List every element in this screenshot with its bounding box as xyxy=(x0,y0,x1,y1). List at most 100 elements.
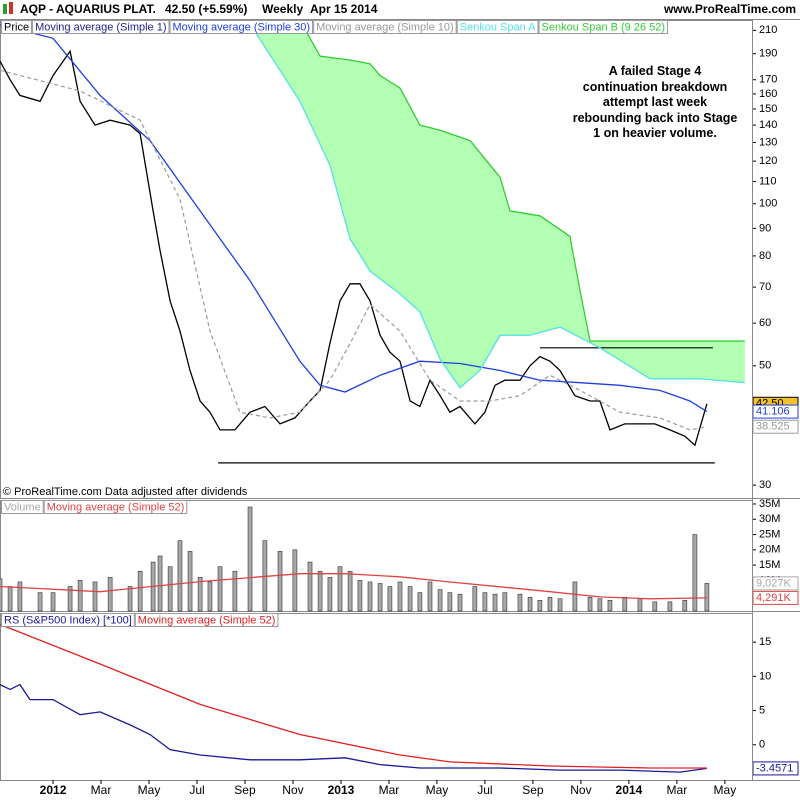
y-tick-label: 190 xyxy=(759,48,777,60)
x-tick-label: Mar xyxy=(667,783,688,797)
y-tick-label: 150 xyxy=(759,103,777,115)
volume-bar xyxy=(537,599,543,612)
series-line xyxy=(0,683,707,773)
volume-bar xyxy=(167,566,173,612)
y-tick-label: 30 xyxy=(759,479,771,491)
volume-bar xyxy=(177,540,183,612)
x-tick-label: Mar xyxy=(91,783,112,797)
date: Apr 15 2014 xyxy=(310,2,378,16)
y-tick-label: 210 xyxy=(759,24,777,36)
legend-box xyxy=(1,500,44,514)
legend-box xyxy=(1,20,33,34)
y-tick-label: 80 xyxy=(759,250,771,262)
volume-bar xyxy=(407,586,413,612)
volume-bar xyxy=(37,592,43,612)
legend-entry: Moving average (Simple 52) xyxy=(47,501,185,513)
y-tick-label: 10 xyxy=(759,670,771,682)
volume-bar xyxy=(317,570,323,612)
y-tick-label: 25M xyxy=(759,528,780,540)
volume-bar xyxy=(572,581,578,612)
volume-bar xyxy=(547,596,553,612)
volume-bar xyxy=(447,592,453,612)
volume-bar xyxy=(667,601,673,612)
legend-entry: RS (S&P500 Index) [*100] xyxy=(4,614,132,626)
y-tick-label: 60 xyxy=(759,317,771,329)
legend-entry: Senkou Span B (9 26 52) xyxy=(542,21,666,33)
volume-bar xyxy=(337,566,343,612)
legend-box xyxy=(134,613,279,627)
y-tick-label: 130 xyxy=(759,136,777,148)
y-tick-label: 170 xyxy=(759,74,777,86)
volume-bar xyxy=(77,580,83,612)
volume-bar xyxy=(427,581,433,612)
site: www.ProRealTime.com xyxy=(663,2,796,16)
volume-bar xyxy=(502,592,508,612)
volume-bar xyxy=(377,583,383,612)
volume-bar xyxy=(367,581,373,612)
volume-bar xyxy=(67,586,73,612)
legend-box xyxy=(43,500,188,514)
header-bar xyxy=(0,0,800,19)
volume-bar xyxy=(607,599,613,612)
legend-entry: Moving average (Simple 30) xyxy=(173,21,311,33)
volume-bar xyxy=(557,598,563,612)
y-tick-label: 100 xyxy=(759,198,777,210)
quote: 42.50 (+5.59%) xyxy=(165,2,247,16)
y-tick-label: 35M xyxy=(759,498,780,510)
legend-entry: Senkou Span A xyxy=(460,21,537,33)
volume-bar xyxy=(457,593,463,612)
y-tick-label: 90 xyxy=(759,222,771,234)
volume-bar xyxy=(692,534,698,612)
x-tick-label: Sep xyxy=(522,783,544,797)
volume-bar xyxy=(437,589,443,612)
legend-entry: Price xyxy=(4,21,29,33)
logo xyxy=(3,4,7,14)
volume-bar xyxy=(127,586,133,612)
legend-entry: Moving average (Simple 52) xyxy=(138,614,276,626)
x-tick-label: May xyxy=(426,783,449,797)
volume-bar xyxy=(7,586,13,612)
y-tick-label: 50 xyxy=(759,360,771,372)
volume-bar xyxy=(0,578,3,612)
volume-bar xyxy=(492,593,498,612)
volume-bar xyxy=(517,593,523,612)
value-box-label: -3.4571 xyxy=(756,762,793,774)
legend-box xyxy=(1,613,135,627)
volume-bar xyxy=(50,592,56,612)
volume-bar xyxy=(157,555,163,612)
series-line xyxy=(0,623,707,769)
volume-bar xyxy=(472,586,478,612)
period: Weekly xyxy=(262,2,303,16)
value-box-label: 9,027K xyxy=(756,577,792,589)
series-line xyxy=(0,49,708,447)
volume-bar xyxy=(92,581,98,612)
volume-bar xyxy=(207,581,213,612)
volume-bar xyxy=(107,577,113,612)
volume-bar xyxy=(197,577,203,612)
x-tick-label: 2014 xyxy=(616,783,643,797)
legend-entry: Volume xyxy=(4,501,41,513)
x-tick-label: 2013 xyxy=(328,783,355,797)
volume-bar xyxy=(277,551,283,612)
volume-bar xyxy=(217,566,223,612)
legend-box xyxy=(169,20,314,34)
volume-bar xyxy=(597,598,603,612)
legend-entry: Moving average (Simple 10) xyxy=(316,21,454,33)
x-tick-label: Jul xyxy=(189,783,204,797)
volume-bar xyxy=(637,598,643,612)
volume-bar xyxy=(482,592,488,612)
y-tick-label: 15M xyxy=(759,559,780,571)
volume-bar xyxy=(247,506,253,612)
y-tick-label: 0 xyxy=(759,739,765,751)
volume-bar xyxy=(682,599,688,612)
y-tick-label: 140 xyxy=(759,119,777,131)
cloud-fill xyxy=(170,20,745,388)
volume-bar xyxy=(187,551,193,612)
value-box-label: 41.106 xyxy=(756,405,790,417)
x-tick-label: May xyxy=(714,783,737,797)
y-tick-label: 20M xyxy=(759,544,780,556)
x-tick-label: 2012 xyxy=(40,783,67,797)
y-tick-label: 120 xyxy=(759,155,777,167)
legend-box xyxy=(313,20,457,34)
